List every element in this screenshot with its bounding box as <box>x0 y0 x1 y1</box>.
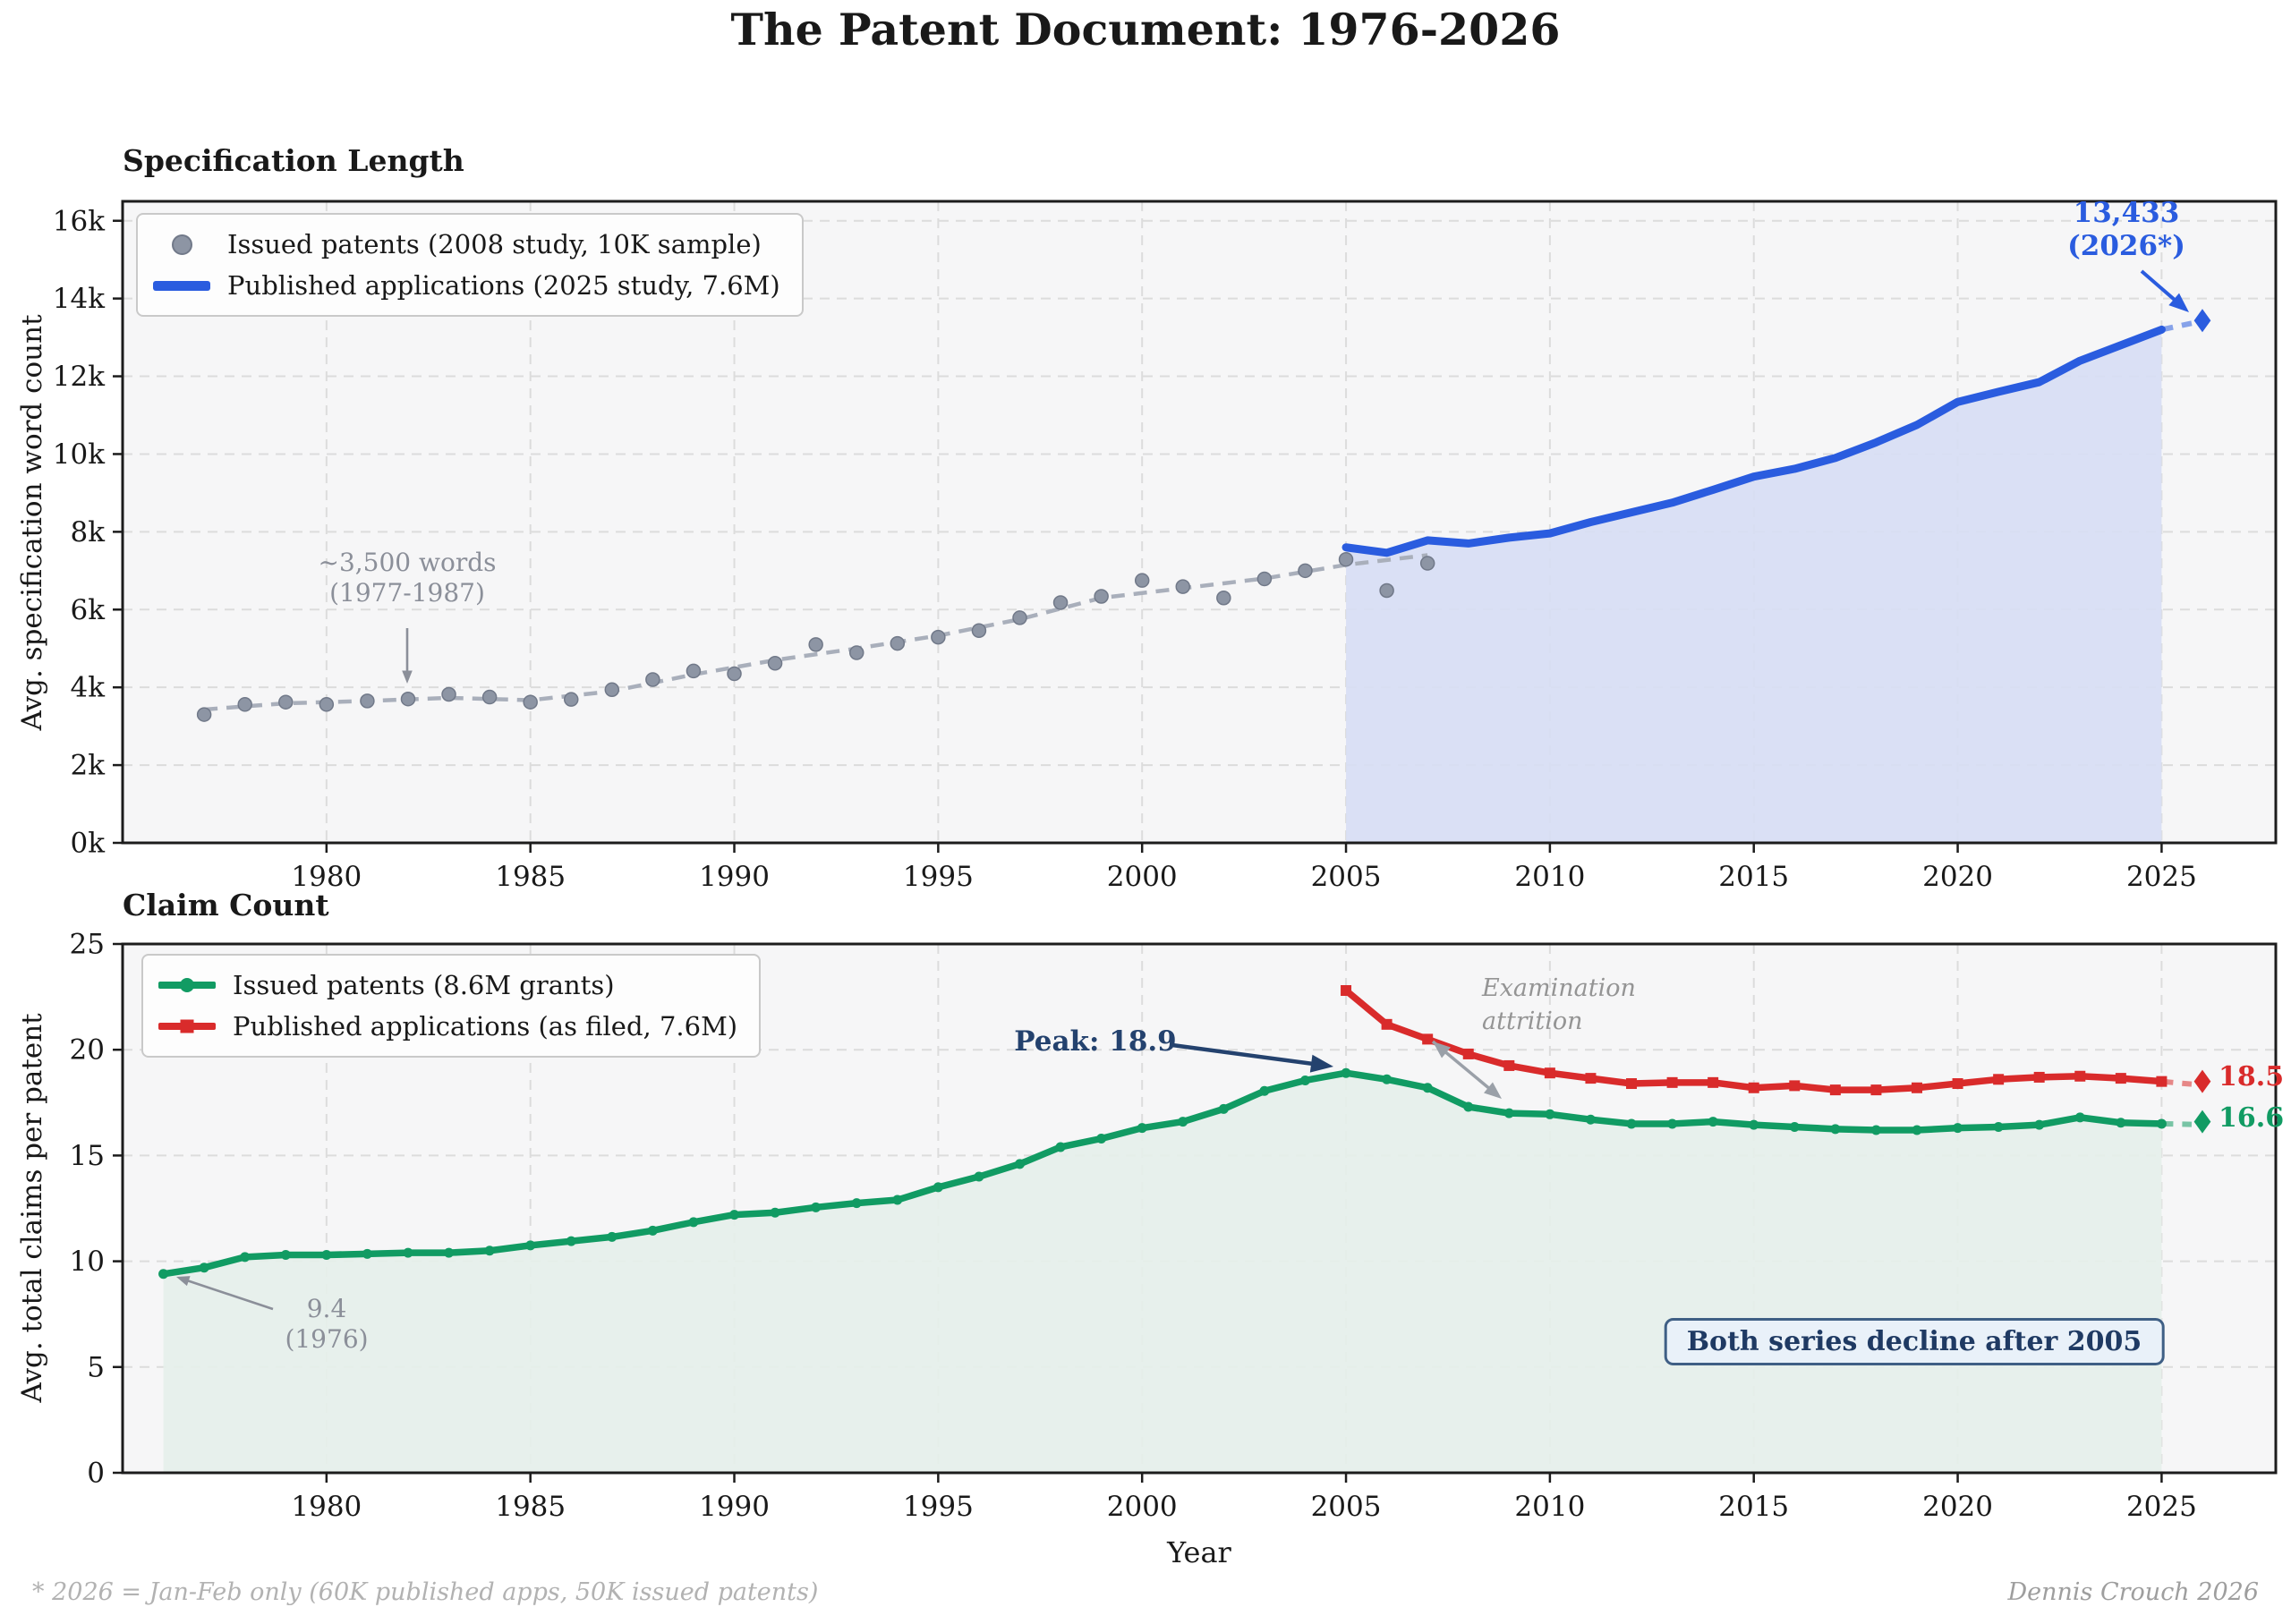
annotation-examination-attrition: Examination attrition <box>1482 974 1636 1035</box>
svg-text:8k: 8k <box>70 516 105 548</box>
end-label-applications: 18.5 <box>2219 1061 2285 1093</box>
spec-length-legend: Issued patents (2008 study, 10K sample) … <box>136 213 804 317</box>
x-axis-label: Year <box>1167 1535 1231 1569</box>
green-line-swatch-icon <box>158 982 217 989</box>
svg-text:4k: 4k <box>70 672 105 704</box>
svg-text:25: 25 <box>70 929 105 961</box>
legend-label: Issued patents (8.6M grants) <box>233 970 615 1000</box>
svg-text:0k: 0k <box>70 828 105 860</box>
legend-entry-published-applications: Published applications (as filed, 7.6M) <box>158 1006 737 1047</box>
svg-text:2020: 2020 <box>1922 861 1993 893</box>
legend-label: Issued patents (2008 study, 10K sample) <box>227 229 762 259</box>
svg-text:1990: 1990 <box>699 1491 770 1523</box>
svg-text:1995: 1995 <box>903 1491 974 1523</box>
page-title: The Patent Document: 1976-2026 <box>730 4 1561 55</box>
svg-text:12k: 12k <box>53 361 105 393</box>
svg-text:6k: 6k <box>70 594 105 626</box>
annotation-peak: Peak: 18.9 <box>1014 1025 1177 1058</box>
svg-text:14k: 14k <box>53 283 105 315</box>
annotation-first-value: 9.4 (1976) <box>285 1294 369 1354</box>
svg-text:10: 10 <box>70 1246 105 1278</box>
svg-text:5: 5 <box>87 1351 105 1383</box>
svg-text:1985: 1985 <box>495 1491 566 1523</box>
svg-text:2020: 2020 <box>1922 1491 1993 1523</box>
svg-text:2005: 2005 <box>1311 861 1382 893</box>
svg-text:2015: 2015 <box>1718 861 1789 893</box>
svg-text:2005: 2005 <box>1311 1491 1382 1523</box>
red-line-swatch-icon <box>158 1023 217 1030</box>
svg-text:2000: 2000 <box>1107 1491 1178 1523</box>
annotation-decline-note: Both series decline after 2005 <box>1664 1318 2165 1365</box>
end-label-grants: 16.6 <box>2219 1102 2285 1134</box>
claim-count-chart-title: Claim Count <box>123 888 329 923</box>
svg-text:1980: 1980 <box>291 861 362 893</box>
annotation-avg-words: ~3,500 words (1977-1987) <box>318 548 497 608</box>
svg-text:2000: 2000 <box>1107 861 1178 893</box>
svg-text:2k: 2k <box>70 750 105 782</box>
svg-text:10k: 10k <box>53 438 105 471</box>
gray-dot-marker-icon <box>152 234 211 255</box>
footnote-credit: Dennis Crouch 2026 <box>2007 1578 2260 1606</box>
legend-entry-issued-patents: Issued patents (8.6M grants) <box>158 965 737 1006</box>
svg-text:20: 20 <box>70 1034 105 1067</box>
svg-text:2010: 2010 <box>1514 1491 1585 1523</box>
claim-count-legend: Issued patents (8.6M grants) Published a… <box>141 954 762 1058</box>
legend-entry-published-applications: Published applications (2025 study, 7.6M… <box>152 265 780 306</box>
svg-text:1995: 1995 <box>903 861 974 893</box>
footnote-data-note: * 2026 = Jan-Feb only (60K published app… <box>32 1578 819 1606</box>
svg-text:0: 0 <box>87 1458 105 1490</box>
svg-text:1985: 1985 <box>495 861 566 893</box>
spec-length-chart-title: Specification Length <box>123 143 464 178</box>
svg-text:15: 15 <box>70 1140 105 1172</box>
claim-count-y-axis-label: Avg. total claims per patent <box>16 1013 48 1403</box>
svg-text:2025: 2025 <box>2126 861 2197 893</box>
svg-text:1980: 1980 <box>291 1491 362 1523</box>
svg-text:16k: 16k <box>53 205 105 237</box>
svg-text:2015: 2015 <box>1718 1491 1789 1523</box>
legend-label: Published applications (2025 study, 7.6M… <box>227 270 780 301</box>
spec-length-y-axis-label: Avg. specification word count <box>16 314 48 731</box>
svg-text:1990: 1990 <box>699 861 770 893</box>
legend-label: Published applications (as filed, 7.6M) <box>233 1011 738 1042</box>
legend-entry-issued-patents: Issued patents (2008 study, 10K sample) <box>152 224 780 265</box>
svg-text:2025: 2025 <box>2126 1491 2197 1523</box>
svg-text:2010: 2010 <box>1514 861 1585 893</box>
blue-line-swatch-icon <box>152 280 211 291</box>
annotation-2026-projection: 13,433 (2026*) <box>2067 197 2185 262</box>
